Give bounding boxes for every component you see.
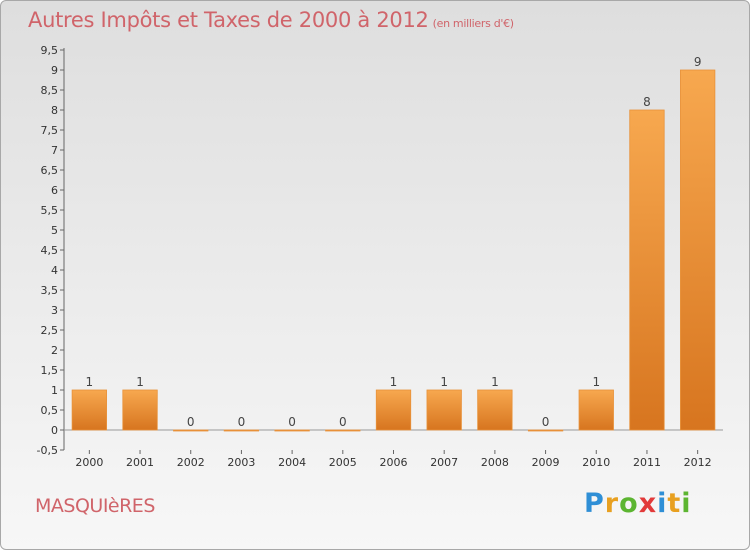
y-tick-label: 8 xyxy=(51,104,58,117)
y-tick-label: 3 xyxy=(51,304,58,317)
bar xyxy=(578,389,614,431)
bar xyxy=(122,389,158,431)
bar xyxy=(375,389,412,431)
x-tick-label: 2000 xyxy=(75,456,103,469)
x-tick-label: 2005 xyxy=(329,456,357,469)
title-unit: (en milliers d'€) xyxy=(432,17,514,30)
y-tick-label: 0,5 xyxy=(41,404,59,417)
x-tick-label: 2002 xyxy=(177,456,205,469)
data-label: 1 xyxy=(136,375,144,389)
data-label: 1 xyxy=(491,375,499,389)
y-tick-label: 9 xyxy=(51,64,58,77)
y-tick-label: 5 xyxy=(51,224,58,237)
x-tick-label: 2006 xyxy=(380,456,408,469)
data-label: 0 xyxy=(187,415,195,429)
chart-title: Autres Impôts et Taxes de 2000 à 2012 (en… xyxy=(28,8,514,32)
y-tick-label: 5,5 xyxy=(41,204,59,217)
y-tick-label: 7 xyxy=(51,144,58,157)
bar xyxy=(680,69,716,431)
x-tick-label: 2003 xyxy=(227,456,255,469)
bar xyxy=(527,429,564,432)
x-tick-label: 2007 xyxy=(430,456,458,469)
y-tick-label: 6,5 xyxy=(41,164,59,177)
y-tick-label: 1,5 xyxy=(41,364,59,377)
logo-letter: i xyxy=(681,488,692,519)
x-tick-label: 2004 xyxy=(278,456,306,469)
x-tick-label: 2011 xyxy=(633,456,661,469)
data-label: 1 xyxy=(592,375,600,389)
y-tick-label: 9,5 xyxy=(41,44,59,57)
data-label: 0 xyxy=(238,415,246,429)
x-tick-label: 2012 xyxy=(684,456,712,469)
y-tick-label: 2 xyxy=(51,344,58,357)
y-tick-label: 2,5 xyxy=(41,324,59,337)
x-tick-label: 2010 xyxy=(582,456,610,469)
proxiti-logo: Proxiti xyxy=(584,488,692,519)
title-text: Autres Impôts et Taxes de 2000 à 2012 xyxy=(28,8,429,32)
data-label: 0 xyxy=(542,415,550,429)
y-tick-label: 8,5 xyxy=(41,84,59,97)
logo-letter: t xyxy=(667,488,682,519)
y-tick-label: -0,5 xyxy=(37,444,58,457)
bar xyxy=(223,429,260,432)
data-label: 1 xyxy=(440,375,448,389)
data-label: 1 xyxy=(86,375,94,389)
bar xyxy=(477,389,513,431)
data-label: 0 xyxy=(288,415,296,429)
logo-letter: x xyxy=(638,488,658,519)
logo-letter: o xyxy=(619,488,639,519)
data-label: 0 xyxy=(339,415,347,429)
y-tick-label: 6 xyxy=(51,184,58,197)
bar xyxy=(173,429,209,432)
bar xyxy=(426,389,462,431)
bar xyxy=(629,109,665,431)
bar xyxy=(274,429,310,432)
y-tick-label: 3,5 xyxy=(41,284,59,297)
logo-letter: P xyxy=(584,488,605,519)
y-tick-label: 7,5 xyxy=(41,124,59,137)
logo-letter: r xyxy=(604,488,620,519)
logo-letter: i xyxy=(657,488,668,519)
x-tick-label: 2008 xyxy=(481,456,509,469)
bar xyxy=(71,389,107,431)
y-tick-label: 1 xyxy=(51,384,58,397)
y-tick-label: 4,5 xyxy=(41,244,59,257)
data-label: 1 xyxy=(390,375,398,389)
x-tick-label: 2001 xyxy=(126,456,154,469)
data-label: 8 xyxy=(643,95,651,109)
x-tick-label: 2009 xyxy=(532,456,560,469)
y-tick-label: 4 xyxy=(51,264,58,277)
bar xyxy=(325,429,361,432)
data-label: 9 xyxy=(694,55,702,69)
y-tick-label: 0 xyxy=(51,424,58,437)
place-name: MASQUIèRES xyxy=(35,495,155,517)
